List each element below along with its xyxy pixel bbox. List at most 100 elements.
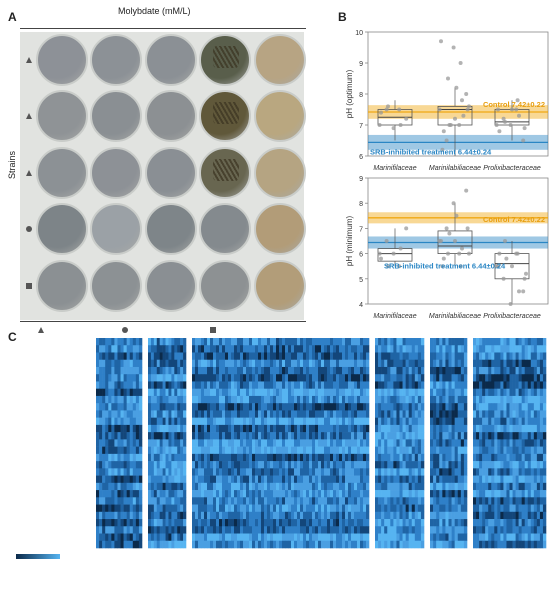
heatmap-cell (396, 533, 400, 542)
heatmap-cell (330, 381, 334, 389)
heatmap-cell (165, 504, 169, 513)
heatmap-cell (512, 439, 516, 447)
heatmap-cell (132, 439, 137, 447)
heatmap-cell (318, 395, 322, 404)
heatmap-cell (457, 446, 462, 455)
heatmap-cell (225, 432, 229, 440)
heatmap-cell (509, 540, 513, 549)
heatmap-cell (509, 352, 513, 361)
heatmap-cell (488, 511, 492, 520)
heatmap-cell (357, 338, 361, 346)
heatmap-cell (318, 345, 322, 353)
heatmap-cell (138, 540, 143, 549)
heatmap-cell (445, 417, 449, 426)
heatmap-cell (318, 468, 322, 476)
heatmap-cell (393, 381, 397, 389)
heatmap-cell (285, 381, 289, 389)
heatmap-cell (336, 410, 340, 418)
heatmap-cell (460, 424, 465, 433)
heatmap-cell (518, 410, 522, 418)
heatmap-cell (345, 366, 349, 375)
heatmap-cell (195, 511, 199, 520)
heatmap-cell (231, 475, 235, 484)
heatmap-cell (348, 453, 352, 462)
heatmap-cell (411, 468, 416, 476)
heatmap-cell (396, 388, 400, 397)
heatmap-cell (312, 338, 316, 346)
heatmap-cell (282, 482, 286, 491)
heatmap-cell (288, 504, 292, 513)
heatmap-cell (123, 490, 127, 498)
heatmap-cell (99, 432, 103, 440)
heatmap-cell (339, 453, 343, 462)
heatmap-cell (333, 388, 337, 397)
heatmap-cell (276, 540, 280, 549)
heatmap-cell (375, 410, 379, 418)
heatmap-cell (315, 381, 319, 389)
heatmap-cell (473, 526, 477, 534)
heatmap-cell (454, 403, 459, 411)
heatmap-cell (387, 526, 391, 534)
heatmap-cell (192, 461, 196, 469)
heatmap-cell (497, 359, 501, 368)
heatmap-cell (198, 526, 202, 534)
heatmap-cell (234, 395, 238, 404)
heatmap-cell (228, 497, 232, 505)
heatmap-cell (360, 497, 364, 505)
heatmap-cell (399, 475, 403, 484)
heatmap-cell (439, 475, 443, 484)
heatmap-cell (375, 468, 379, 476)
heatmap-cell (195, 359, 199, 368)
heatmap-cell (442, 482, 446, 491)
heatmap-cell (165, 540, 169, 549)
heatmap-cell (357, 417, 361, 426)
y-tick-label: 6 (359, 154, 363, 161)
heatmap-cell (488, 540, 492, 549)
data-point (446, 251, 450, 256)
heatmap-cell (360, 374, 364, 382)
heatmap-cell (267, 338, 271, 346)
heatmap-cell (375, 345, 379, 353)
heatmap-cell (99, 374, 103, 382)
heatmap-cell (195, 461, 199, 469)
heatmap-cell (162, 504, 166, 513)
heatmap-cell (402, 475, 406, 484)
heatmap-cell (354, 366, 358, 375)
data-point (384, 239, 389, 243)
heatmap-cell (521, 490, 526, 498)
heatmap-cell (261, 497, 265, 505)
heatmap-cell (108, 374, 112, 382)
heatmap-cell (411, 482, 416, 491)
heatmap-cell (318, 403, 322, 411)
heatmap-cell (285, 475, 289, 484)
heatmap-cell (309, 388, 313, 397)
heatmap-cell (527, 374, 532, 382)
heatmap-cell (473, 439, 477, 447)
heatmap-cell (414, 526, 419, 534)
heatmap-cell (201, 374, 205, 382)
heatmap-cell (485, 381, 489, 389)
heatmap-cell (138, 439, 143, 447)
heatmap-cell (488, 410, 492, 418)
heatmap-cell (213, 403, 217, 411)
heatmap-cell (225, 526, 229, 534)
heatmap-cell (518, 540, 522, 549)
heatmap-cell (509, 533, 513, 542)
heatmap-cell (381, 519, 385, 527)
heatmap-cell (264, 417, 268, 426)
heatmap-cell (168, 504, 172, 513)
heatmap-cell (267, 490, 271, 498)
heatmap-cell (360, 439, 364, 447)
heatmap-cell (132, 352, 137, 361)
heatmap-cell (171, 453, 175, 462)
heatmap-cell (408, 519, 413, 527)
heatmap-cell (213, 533, 217, 542)
heatmap-cell (148, 424, 152, 433)
heatmap-cell (448, 359, 452, 368)
heatmap-cell (255, 453, 259, 462)
heatmap-cell (463, 381, 468, 389)
heatmap-cell (264, 540, 268, 549)
heatmap-cell (506, 490, 510, 498)
heatmap-cell (454, 482, 459, 491)
heatmap-cell (99, 526, 103, 534)
